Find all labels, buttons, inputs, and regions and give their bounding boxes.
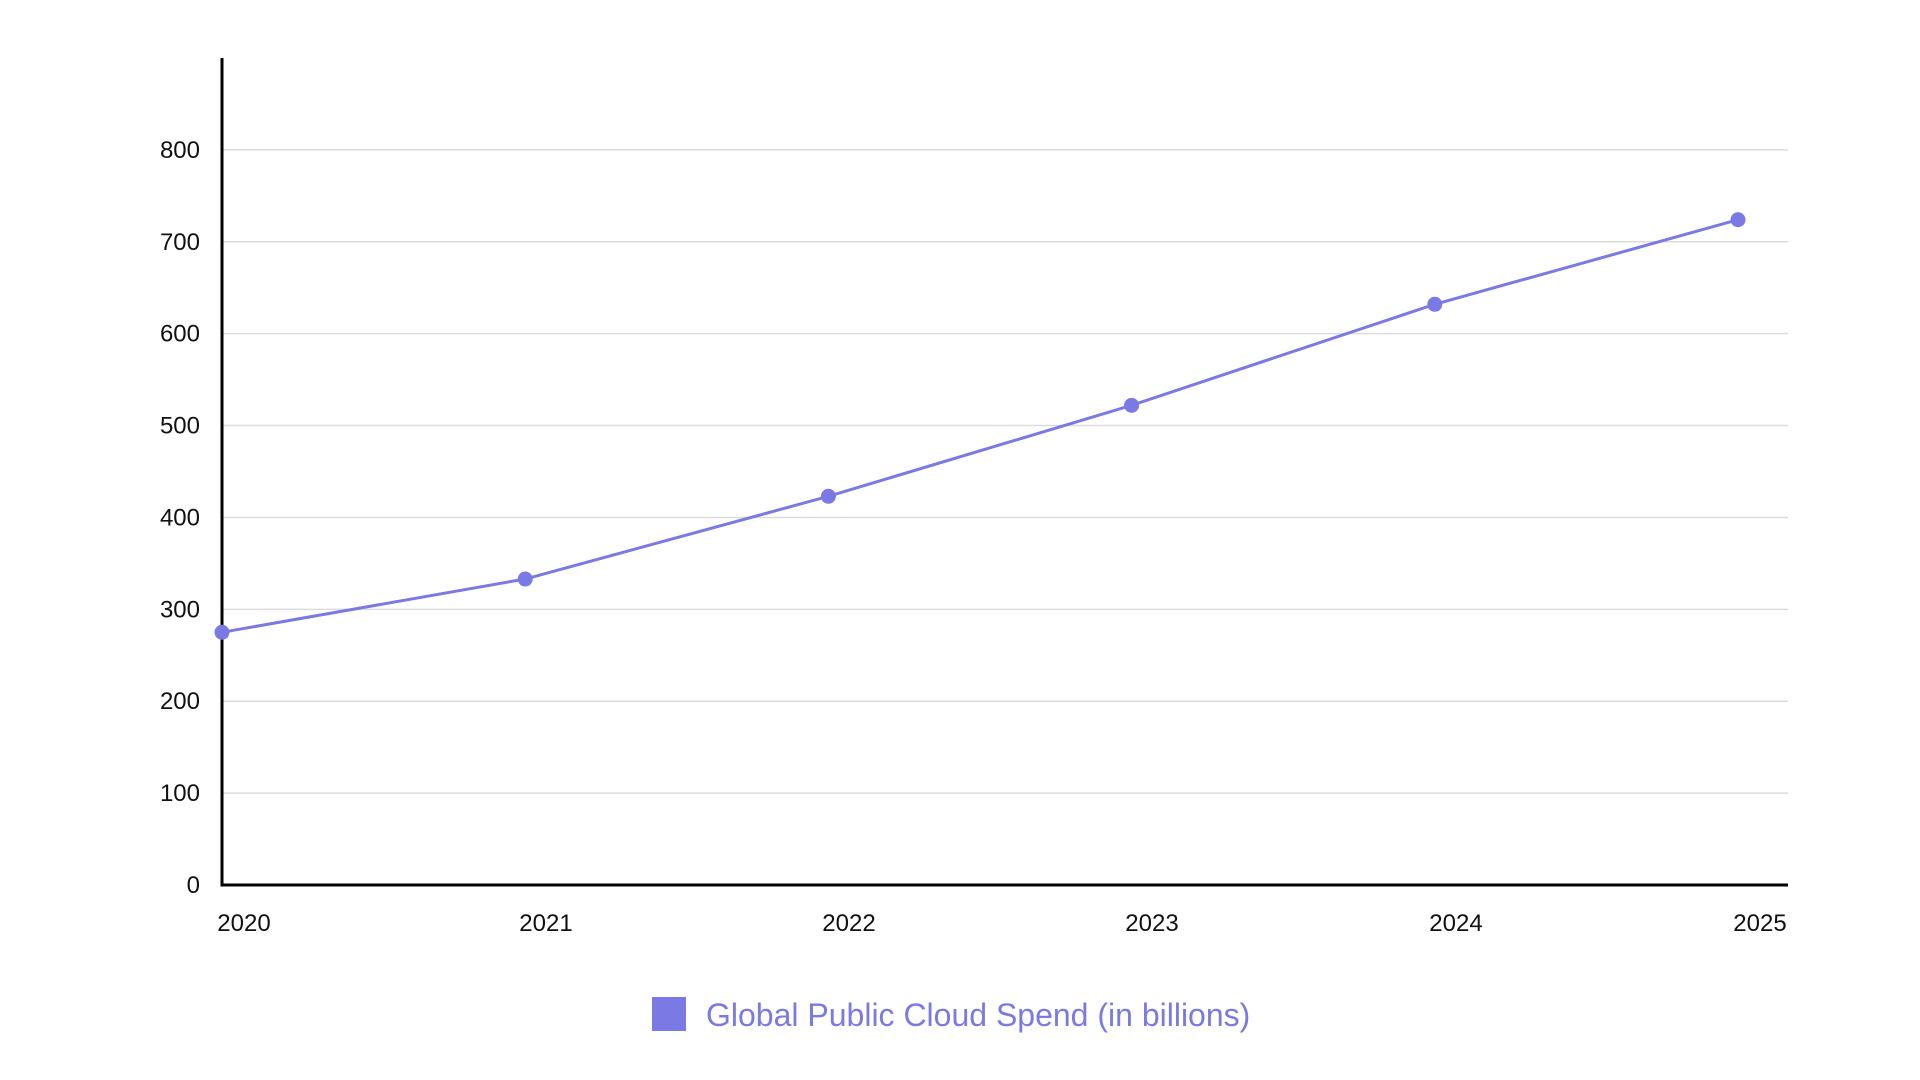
data-point[interactable] [820,488,836,504]
y-tick-label: 300 [160,596,200,623]
y-tick-label: 0 [187,872,200,899]
series-layer [214,212,1746,640]
legend-swatch [652,997,686,1031]
x-axis-ticks: 2020 2021 2022 2023 2024 2025 [217,910,1786,937]
x-tick-label: 2020 [217,910,270,937]
y-tick-label: 100 [160,780,200,807]
x-tick-label: 2025 [1733,910,1786,937]
y-tick-label: 200 [160,688,200,715]
x-tick-label: 2022 [822,910,875,937]
y-tick-label: 600 [160,321,200,348]
gridlines [222,149,1788,794]
y-axis-ticks: 0 100 200 300 400 500 600 700 800 [160,137,200,899]
x-tick-label: 2021 [519,910,572,937]
y-tick-label: 500 [160,413,200,440]
series-line [221,218,1739,634]
y-tick-label: 400 [160,504,200,531]
x-tick-label: 2023 [1125,910,1178,937]
data-point[interactable] [214,624,230,640]
data-point[interactable] [1427,296,1443,312]
legend[interactable]: Global Public Cloud Spend (in billions) [652,997,1250,1033]
legend-label: Global Public Cloud Spend (in billions) [706,997,1250,1033]
axes [220,58,1788,887]
x-tick-label: 2024 [1429,910,1482,937]
data-point[interactable] [1730,212,1746,228]
data-point[interactable] [517,571,533,587]
data-point[interactable] [1124,397,1140,413]
y-tick-label: 700 [160,229,200,256]
y-tick-label: 800 [160,137,200,164]
